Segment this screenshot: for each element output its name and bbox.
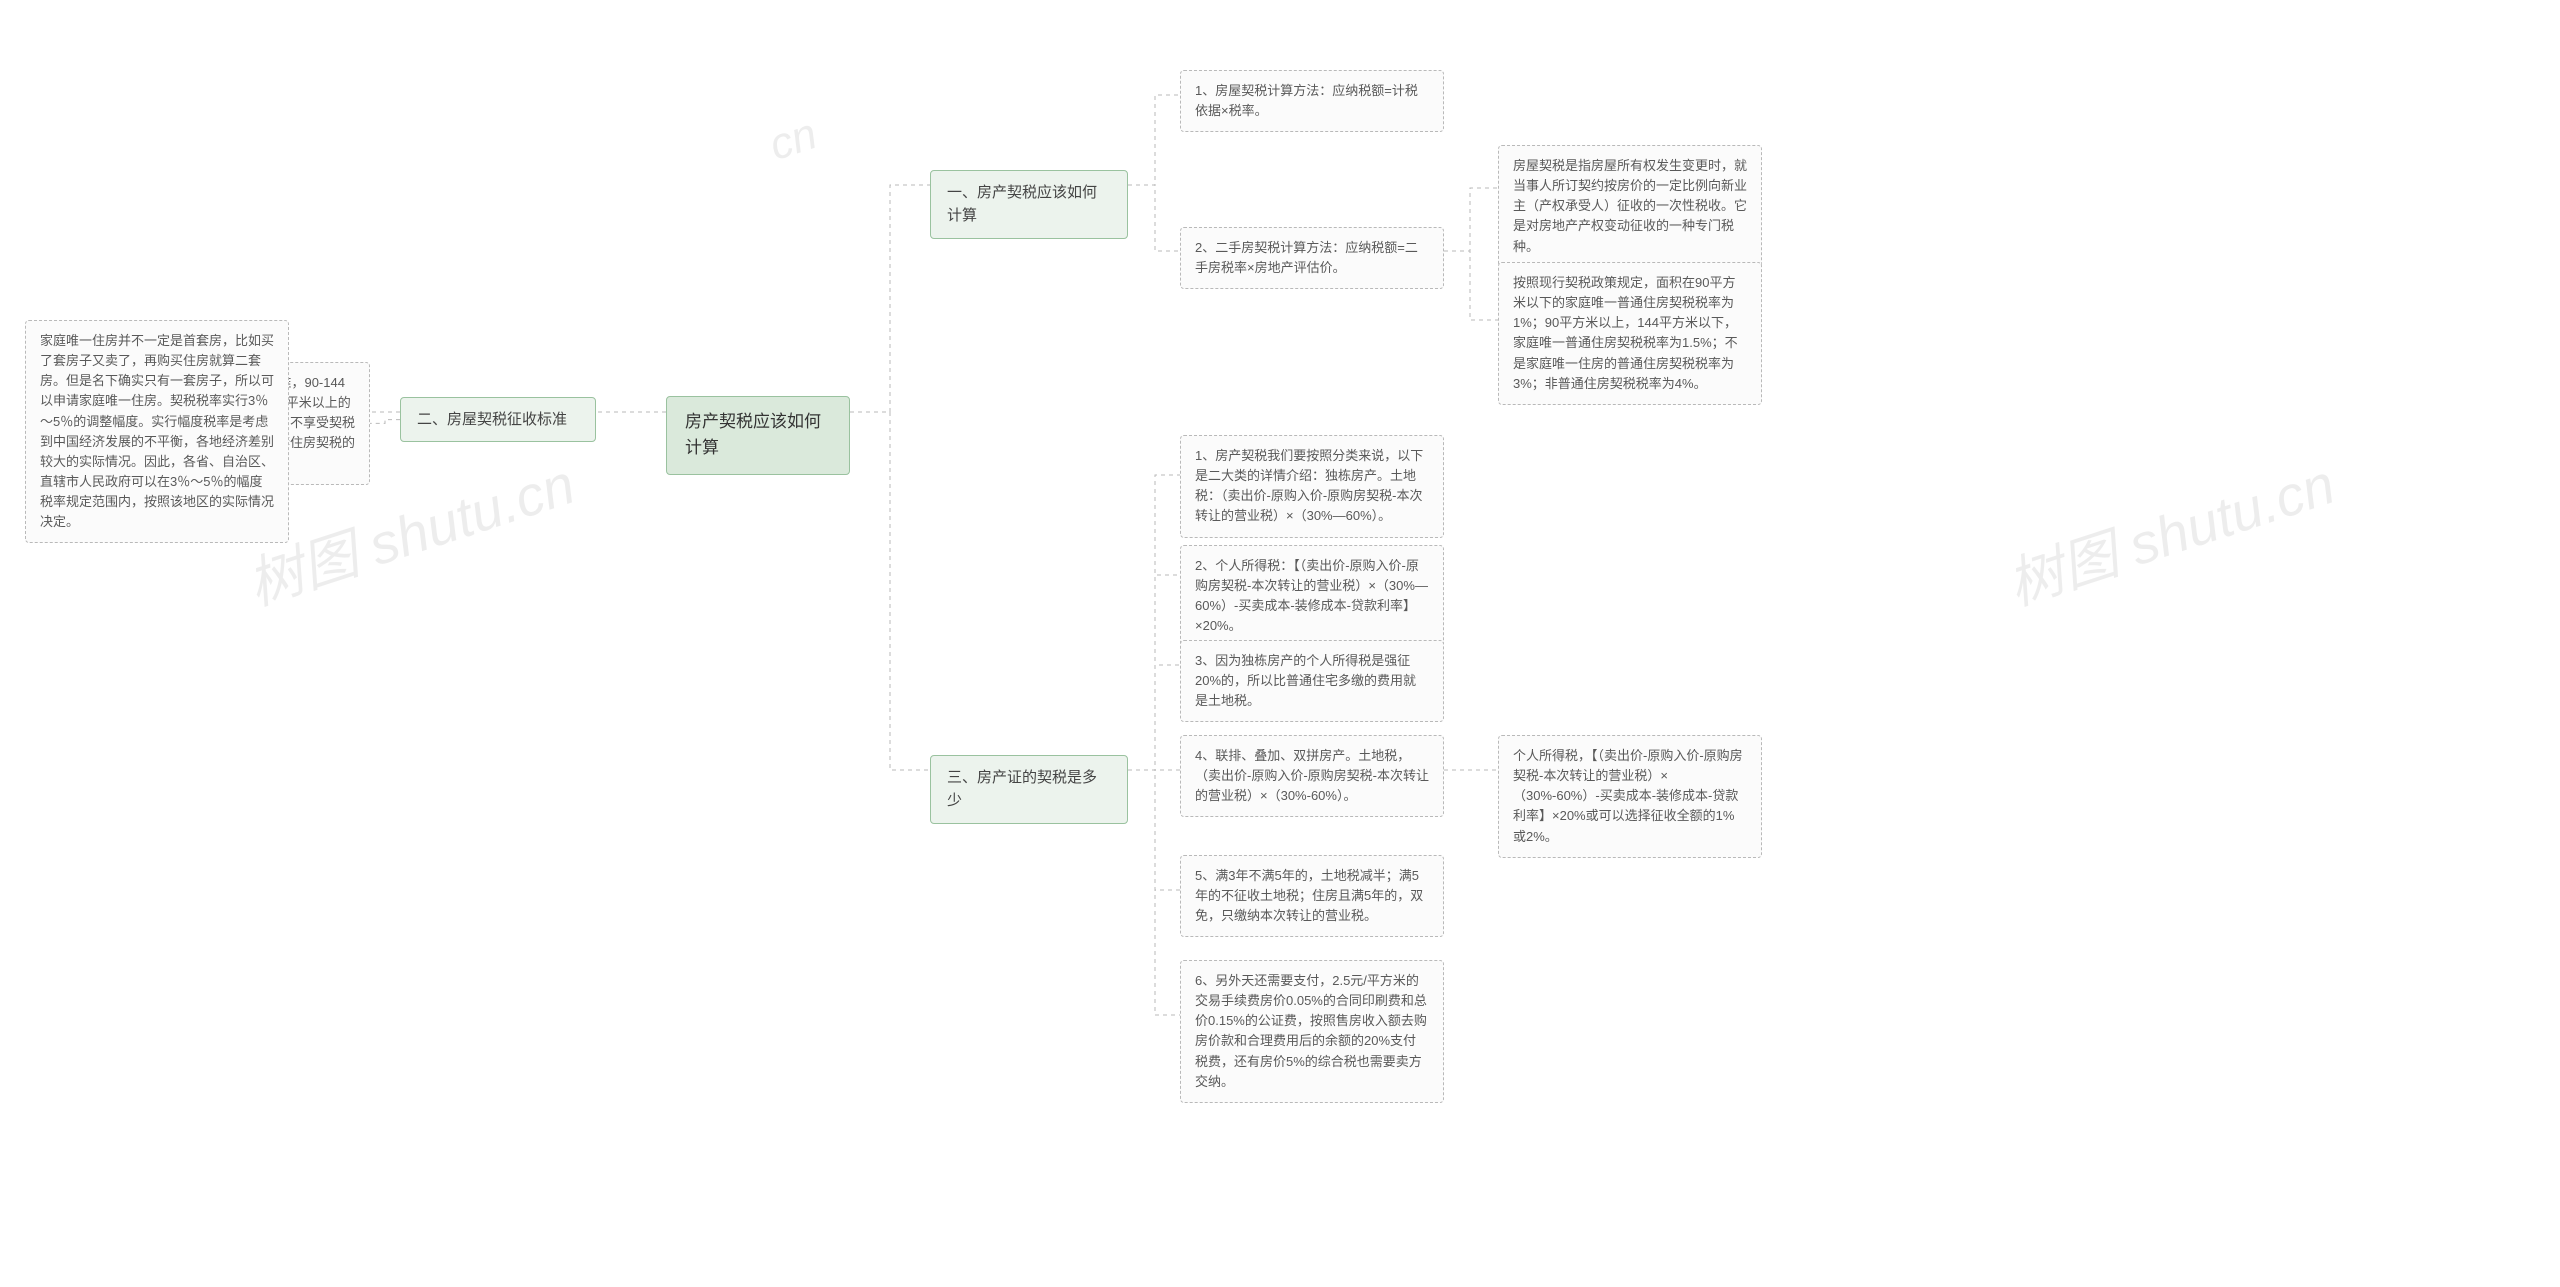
leaf-text: 家庭唯一住房并不一定是首套房，比如买了套房子又卖了，再购买住房就算二套房。但是名… <box>40 333 274 529</box>
branch-label: 一、房产契税应该如何计算 <box>947 184 1097 224</box>
leaf-node[interactable]: 个人所得税，【（卖出价-原购入价-原购房契税-本次转让的营业税）×（30%-60… <box>1498 735 1762 858</box>
leaf-text: 6、另外天还需要支付，2.5元/平方米的交易手续费房价0.05%的合同印刷费和总… <box>1195 973 1427 1089</box>
leaf-node[interactable]: 5、满3年不满5年的，土地税减半；满5年的不征收土地税；住房且满5年的，双免，只… <box>1180 855 1444 937</box>
leaf-node[interactable]: 3、因为独栋房产的个人所得税是强征20%的，所以比普通住宅多缴的费用就是土地税。 <box>1180 640 1444 722</box>
branch-node-3[interactable]: 三、房产证的契税是多少 <box>930 755 1128 824</box>
leaf-text: 个人所得税，【（卖出价-原购入价-原购房契税-本次转让的营业税）×（30%-60… <box>1513 748 1743 844</box>
watermark: 树图 shutu.cn <box>1996 440 2344 622</box>
branch-label: 二、房屋契税征收标准 <box>417 411 567 428</box>
branch-node-1[interactable]: 一、房产契税应该如何计算 <box>930 170 1128 239</box>
leaf-node[interactable]: 按照现行契税政策规定，面积在90平方米以下的家庭唯一普通住房契税税率为1%；90… <box>1498 262 1762 405</box>
root-node[interactable]: 房产契税应该如何计算 <box>666 396 850 475</box>
leaf-text: 3、因为独栋房产的个人所得税是强征20%的，所以比普通住宅多缴的费用就是土地税。 <box>1195 653 1416 708</box>
leaf-text: 1、房产契税我们要按照分类来说，以下是二大类的详情介绍：独栋房产。土地税：（卖出… <box>1195 448 1423 523</box>
leaf-text: 2、二手房契税计算方法：应纳税额=二手房税率×房地产评估价。 <box>1195 240 1418 275</box>
leaf-text: 房屋契税是指房屋所有权发生变更时，就当事人所订契约按房价的一定比例向新业主（产权… <box>1513 158 1747 254</box>
watermark: cn <box>763 109 823 171</box>
mindmap-canvas: 树图 shutu.cn 树图 shutu.cn cn 房产契税应该如何计算 <box>0 0 2560 1287</box>
leaf-text: 1、房屋契税计算方法：应纳税额=计税依据×税率。 <box>1195 83 1418 118</box>
leaf-text: 2、个人所得税：【（卖出价-原购入价-原购房契税-本次转让的营业税）×（30%—… <box>1195 558 1428 633</box>
branch-node-2[interactable]: 二、房屋契税征收标准 <box>400 397 596 442</box>
leaf-node[interactable]: 2、个人所得税：【（卖出价-原购入价-原购房契税-本次转让的营业税）×（30%—… <box>1180 545 1444 648</box>
branch-label: 三、房产证的契税是多少 <box>947 769 1097 809</box>
leaf-node[interactable]: 家庭唯一住房并不一定是首套房，比如买了套房子又卖了，再购买住房就算二套房。但是名… <box>25 320 289 543</box>
leaf-text: 4、联排、叠加、双拼房产。土地税，（卖出价-原购入价-原购房契税-本次转让的营业… <box>1195 748 1429 803</box>
leaf-node[interactable]: 1、房屋契税计算方法：应纳税额=计税依据×税率。 <box>1180 70 1444 132</box>
leaf-node[interactable]: 4、联排、叠加、双拼房产。土地税，（卖出价-原购入价-原购房契税-本次转让的营业… <box>1180 735 1444 817</box>
leaf-node[interactable]: 房屋契税是指房屋所有权发生变更时，就当事人所订契约按房价的一定比例向新业主（产权… <box>1498 145 1762 268</box>
leaf-text: 按照现行契税政策规定，面积在90平方米以下的家庭唯一普通住房契税税率为1%；90… <box>1513 275 1738 391</box>
leaf-node[interactable]: 1、房产契税我们要按照分类来说，以下是二大类的详情介绍：独栋房产。土地税：（卖出… <box>1180 435 1444 538</box>
leaf-text: 5、满3年不满5年的，土地税减半；满5年的不征收土地税；住房且满5年的，双免，只… <box>1195 868 1423 923</box>
root-label: 房产契税应该如何计算 <box>685 412 821 457</box>
leaf-node[interactable]: 2、二手房契税计算方法：应纳税额=二手房税率×房地产评估价。 <box>1180 227 1444 289</box>
leaf-node[interactable]: 6、另外天还需要支付，2.5元/平方米的交易手续费房价0.05%的合同印刷费和总… <box>1180 960 1444 1103</box>
